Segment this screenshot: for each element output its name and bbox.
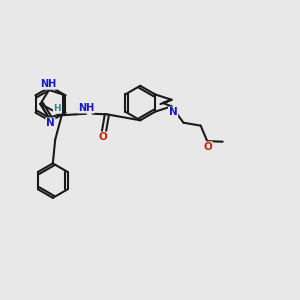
Text: O: O [203, 142, 212, 152]
Text: N: N [169, 107, 177, 117]
Text: H: H [53, 104, 61, 113]
Text: N: N [46, 118, 55, 128]
Text: NH: NH [40, 79, 56, 89]
Text: NH: NH [78, 103, 94, 113]
Text: O: O [99, 132, 108, 142]
